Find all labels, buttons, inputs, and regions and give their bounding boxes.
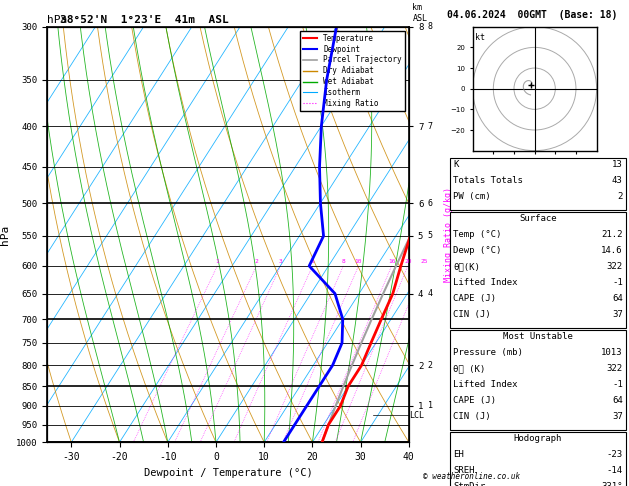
Text: 4: 4 — [428, 289, 433, 298]
Text: 64: 64 — [612, 396, 623, 405]
Text: hPa: hPa — [47, 15, 67, 25]
Text: 1: 1 — [428, 401, 433, 410]
Text: 2: 2 — [255, 259, 259, 264]
Y-axis label: hPa: hPa — [1, 225, 11, 244]
Text: 16: 16 — [388, 259, 396, 264]
Text: -1: -1 — [612, 278, 623, 287]
Text: 2: 2 — [428, 361, 433, 370]
Text: 10: 10 — [355, 259, 362, 264]
Text: Surface: Surface — [519, 214, 557, 223]
Text: -14: -14 — [606, 466, 623, 475]
Text: 7: 7 — [428, 122, 433, 131]
Text: 25: 25 — [421, 259, 428, 264]
Text: LCL: LCL — [409, 411, 424, 420]
Y-axis label: Mixing Ratio (g/kg): Mixing Ratio (g/kg) — [443, 187, 453, 282]
Text: 1013: 1013 — [601, 348, 623, 357]
Text: SREH: SREH — [453, 466, 474, 475]
Text: © weatheronline.co.uk: © weatheronline.co.uk — [423, 472, 520, 481]
Text: 1: 1 — [216, 259, 219, 264]
Text: Temp (°C): Temp (°C) — [453, 230, 501, 239]
X-axis label: Dewpoint / Temperature (°C): Dewpoint / Temperature (°C) — [143, 468, 313, 478]
Text: EH: EH — [453, 450, 464, 459]
Text: θᴇ (K): θᴇ (K) — [453, 364, 485, 373]
Text: 2: 2 — [617, 192, 623, 201]
Text: 20: 20 — [404, 259, 411, 264]
Text: 38°52'N  1°23'E  41m  ASL: 38°52'N 1°23'E 41m ASL — [60, 15, 228, 25]
Text: Dewp (°C): Dewp (°C) — [453, 246, 501, 255]
Text: CAPE (J): CAPE (J) — [453, 294, 496, 303]
Text: CIN (J): CIN (J) — [453, 412, 491, 421]
Text: 3: 3 — [279, 259, 282, 264]
Text: Lifted Index: Lifted Index — [453, 278, 518, 287]
Text: -23: -23 — [606, 450, 623, 459]
Text: 5: 5 — [311, 259, 314, 264]
Text: 322: 322 — [606, 262, 623, 271]
Text: 8: 8 — [342, 259, 345, 264]
Text: PW (cm): PW (cm) — [453, 192, 491, 201]
Text: 64: 64 — [612, 294, 623, 303]
Text: 37: 37 — [612, 412, 623, 421]
Text: 43: 43 — [612, 176, 623, 185]
Text: km
ASL: km ASL — [413, 3, 428, 22]
Text: Pressure (mb): Pressure (mb) — [453, 348, 523, 357]
Text: 331°: 331° — [601, 482, 623, 486]
Text: Hodograph: Hodograph — [514, 434, 562, 443]
Text: CAPE (J): CAPE (J) — [453, 396, 496, 405]
Text: 37: 37 — [612, 310, 623, 319]
Text: 04.06.2024  00GMT  (Base: 18): 04.06.2024 00GMT (Base: 18) — [447, 10, 617, 20]
Text: 322: 322 — [606, 364, 623, 373]
Text: Totals Totals: Totals Totals — [453, 176, 523, 185]
Text: kt: kt — [475, 33, 485, 42]
Text: 13: 13 — [612, 160, 623, 169]
Text: 5: 5 — [428, 231, 433, 241]
Text: CIN (J): CIN (J) — [453, 310, 491, 319]
Legend: Temperature, Dewpoint, Parcel Trajectory, Dry Adiabat, Wet Adiabat, Isotherm, Mi: Temperature, Dewpoint, Parcel Trajectory… — [301, 31, 405, 111]
Text: Most Unstable: Most Unstable — [503, 332, 573, 341]
Text: 8: 8 — [428, 22, 433, 31]
Text: 14.6: 14.6 — [601, 246, 623, 255]
Text: -1: -1 — [612, 380, 623, 389]
Text: θᴇ(K): θᴇ(K) — [453, 262, 480, 271]
Text: K: K — [453, 160, 459, 169]
Text: Lifted Index: Lifted Index — [453, 380, 518, 389]
Text: StmDir: StmDir — [453, 482, 485, 486]
Text: 21.2: 21.2 — [601, 230, 623, 239]
Text: 6: 6 — [428, 199, 433, 208]
